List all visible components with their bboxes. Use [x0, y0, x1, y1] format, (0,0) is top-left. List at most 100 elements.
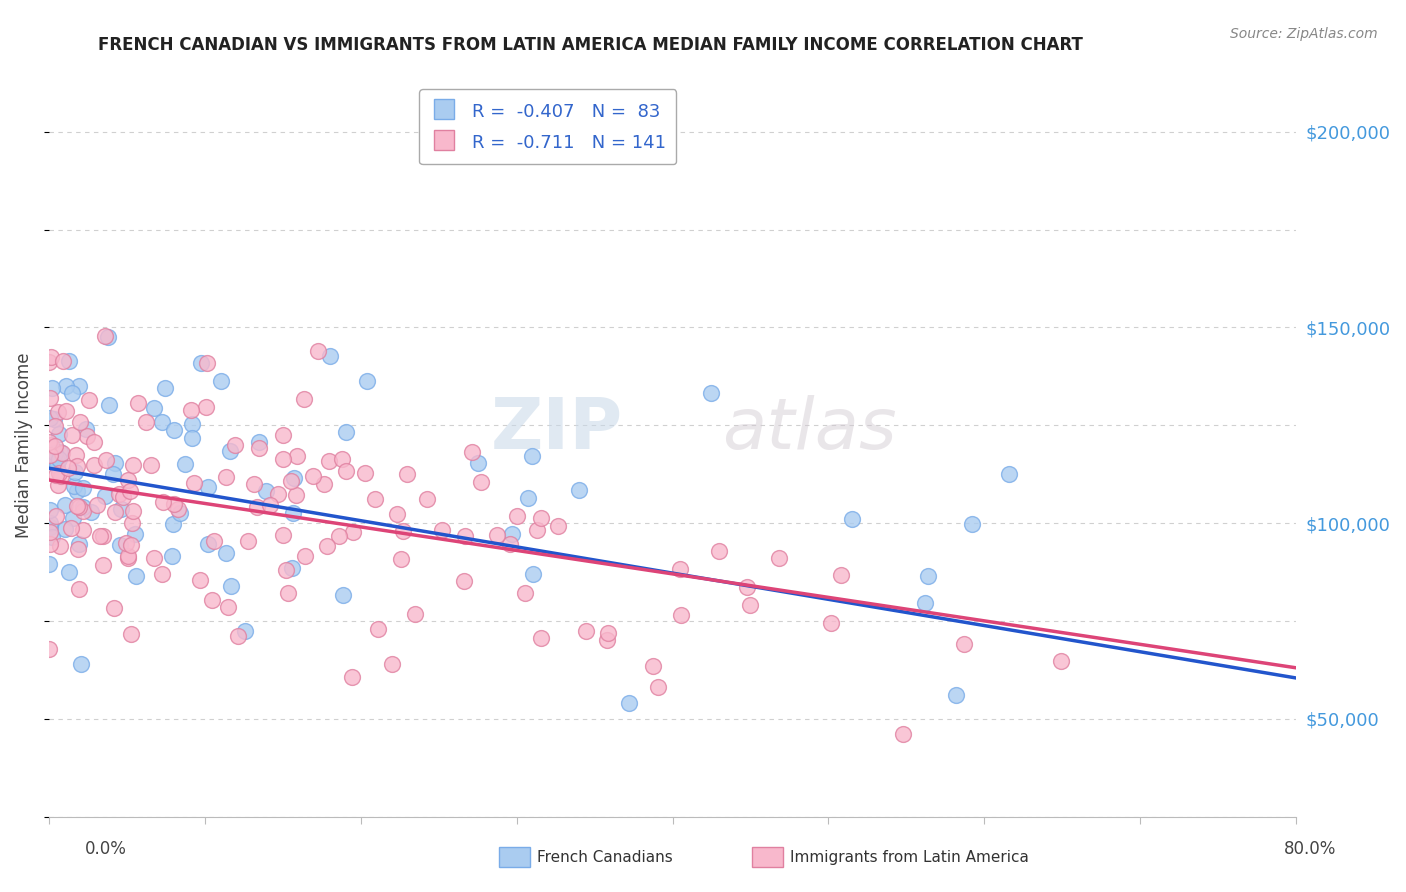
Point: [506, 508, 529, 523]
Point: [277, 586, 299, 600]
Text: FRENCH CANADIAN VS IMMIGRANTS FROM LATIN AMERICA MEDIAN FAMILY INCOME CORRELATIO: FRENCH CANADIAN VS IMMIGRANTS FROM LATIN…: [98, 36, 1083, 54]
Point: [280, 475, 302, 489]
Point: [596, 632, 619, 647]
Point: [335, 425, 357, 439]
Point: [65, 458, 87, 473]
Point: [820, 616, 842, 631]
Point: [110, 502, 132, 516]
Point: [302, 469, 325, 483]
Point: [737, 581, 759, 595]
Point: [91, 528, 114, 542]
Point: [499, 537, 522, 551]
Point: [335, 464, 357, 478]
Point: [619, 696, 641, 710]
Point: [166, 501, 188, 516]
Point: [150, 567, 173, 582]
Point: [38, 392, 60, 406]
Point: [224, 438, 246, 452]
Point: [96, 453, 118, 467]
Point: [215, 546, 238, 560]
Point: [830, 568, 852, 582]
Point: [41, 530, 63, 544]
Point: [271, 428, 294, 442]
Point: [112, 490, 135, 504]
Point: [67, 582, 90, 596]
Point: [38, 354, 60, 368]
Point: [218, 444, 240, 458]
Point: [328, 529, 350, 543]
Point: [67, 379, 90, 393]
Point: [526, 523, 548, 537]
Point: [39, 525, 62, 540]
Point: [124, 527, 146, 541]
Point: [52, 354, 75, 368]
Point: [163, 497, 186, 511]
Point: [39, 519, 62, 533]
Point: [122, 458, 145, 472]
Point: [104, 456, 127, 470]
Point: [117, 473, 139, 487]
Point: [596, 626, 619, 640]
Point: [76, 429, 98, 443]
Point: [485, 528, 508, 542]
Point: [55, 378, 77, 392]
Point: [120, 483, 142, 498]
Point: [318, 454, 340, 468]
Point: [72, 504, 94, 518]
Point: [103, 601, 125, 615]
Point: [49, 444, 72, 458]
Point: [72, 523, 94, 537]
Point: [63, 479, 86, 493]
Point: [125, 568, 148, 582]
Point: [467, 456, 489, 470]
Point: [319, 349, 342, 363]
Point: [461, 444, 484, 458]
Point: [530, 631, 553, 645]
Point: [141, 458, 163, 473]
Point: [142, 551, 165, 566]
Text: 0.0%: 0.0%: [84, 840, 127, 858]
Point: [197, 480, 219, 494]
Point: [392, 524, 415, 538]
Point: [135, 416, 157, 430]
Point: [385, 507, 408, 521]
Point: [236, 534, 259, 549]
Text: Immigrants from Latin America: Immigrants from Latin America: [790, 850, 1029, 864]
Point: [39, 448, 62, 462]
Point: [738, 598, 761, 612]
Point: [39, 450, 62, 465]
Point: [63, 465, 86, 479]
Point: [201, 592, 224, 607]
Point: [66, 499, 89, 513]
Point: [962, 516, 984, 531]
Point: [80, 505, 103, 519]
Point: [121, 516, 143, 530]
Point: [285, 487, 308, 501]
Point: [316, 539, 339, 553]
Point: [38, 502, 60, 516]
Point: [367, 623, 389, 637]
Y-axis label: Median Family Income: Median Family Income: [15, 352, 32, 538]
Point: [83, 458, 105, 473]
Point: [530, 511, 553, 525]
Point: [354, 466, 377, 480]
Point: [46, 478, 69, 492]
Point: [1049, 654, 1071, 668]
Point: [174, 457, 197, 471]
Point: [285, 449, 308, 463]
Point: [226, 629, 249, 643]
Point: [247, 441, 270, 455]
Point: [93, 329, 115, 343]
Point: [38, 558, 60, 572]
Point: [38, 449, 60, 463]
Point: [768, 550, 790, 565]
Point: [396, 467, 419, 482]
Point: [86, 498, 108, 512]
Point: [44, 419, 66, 434]
Point: [575, 624, 598, 639]
Point: [42, 412, 65, 426]
Point: [281, 561, 304, 575]
Point: [643, 658, 665, 673]
Point: [568, 483, 591, 497]
Point: [998, 467, 1021, 481]
